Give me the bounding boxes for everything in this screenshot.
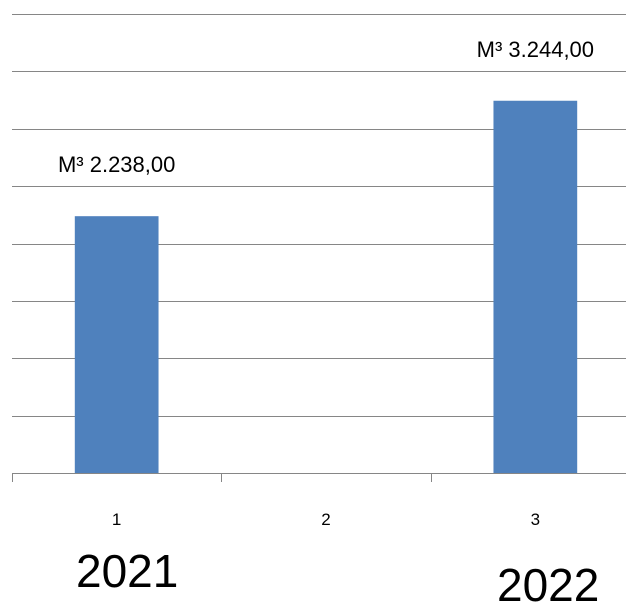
data-labels: M³ 2.238,00 M³ 3.244,00 (58, 37, 594, 177)
year-label-2021: 2021 (76, 545, 179, 597)
data-label-1: M³ 2.238,00 (58, 152, 175, 177)
bar-3 (493, 100, 578, 473)
x-axis: 1 2 3 (12, 473, 626, 529)
year-label-2022: 2022 (497, 559, 600, 611)
x-tick-label: 3 (531, 510, 540, 529)
x-tick-label: 2 (321, 510, 330, 529)
bars (74, 100, 578, 473)
x-tick-label: 1 (112, 510, 121, 529)
bar-1 (74, 216, 159, 473)
data-label-3: M³ 3.244,00 (477, 37, 594, 62)
